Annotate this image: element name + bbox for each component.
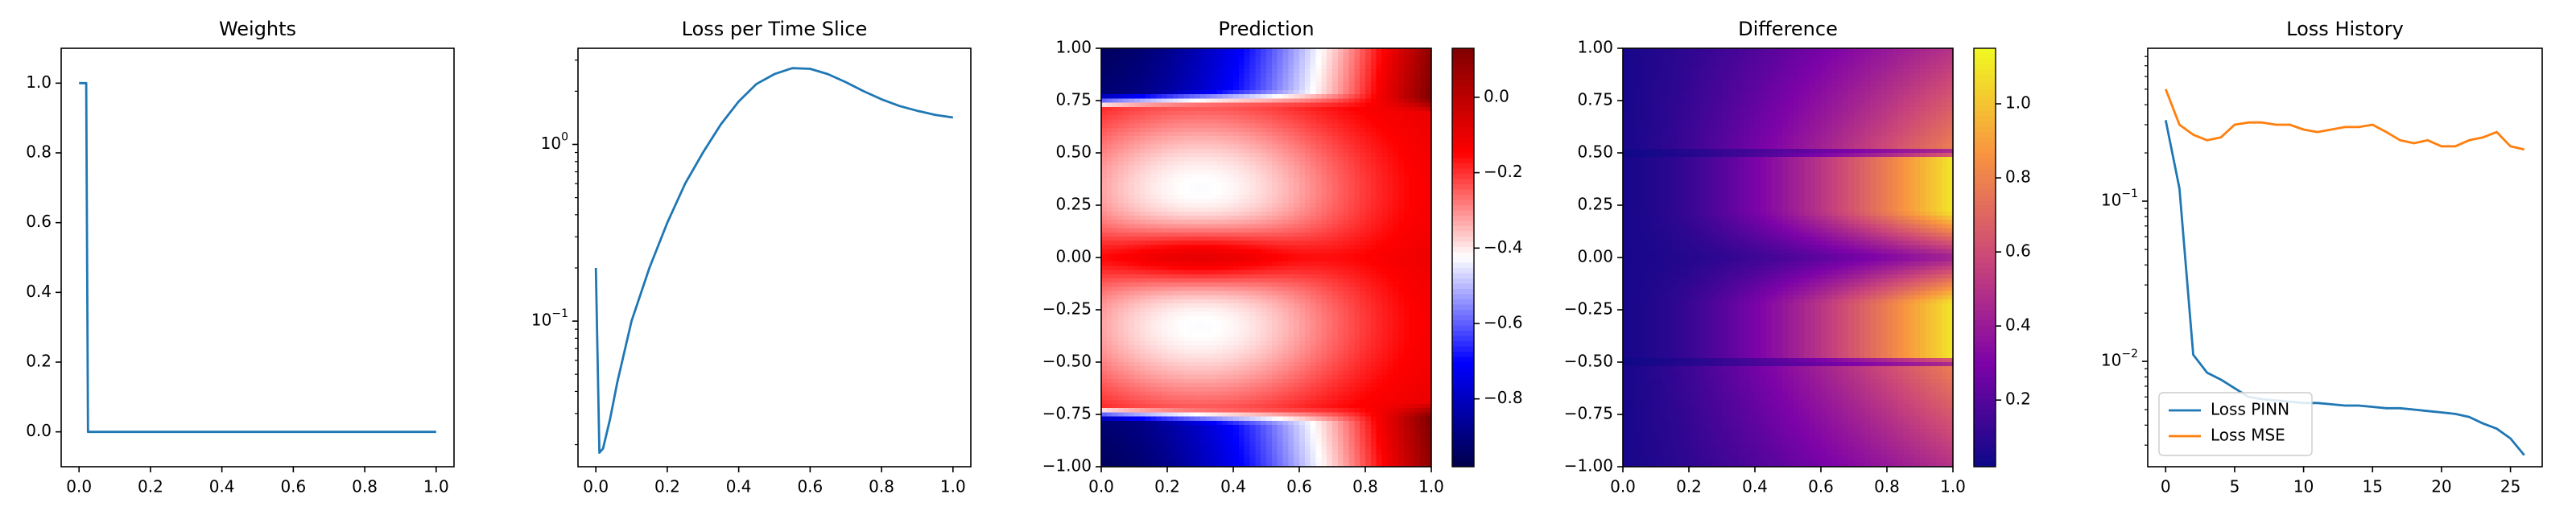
series-line-loss-mse xyxy=(2164,89,2525,151)
y-tick-label: −0.50 xyxy=(1042,352,1092,371)
x-tick-label: 0.2 xyxy=(1154,477,1180,496)
colorbar-frame xyxy=(1973,47,1996,468)
chart-loss-history: Loss PINN Loss MSE 0 5 10 15 20 25 10−2 10−1 Loss … xyxy=(2101,18,2543,496)
chart-title: Loss History xyxy=(2286,18,2404,40)
chart-title: Loss per Time Slice xyxy=(682,18,868,40)
y-tick-label: 0.6 xyxy=(26,212,52,231)
y-tick-label: 100 xyxy=(541,130,568,153)
x-tick-label: 10 xyxy=(2293,477,2314,496)
x-tick-label: 0.4 xyxy=(726,477,752,496)
x-tick-label: 0.4 xyxy=(1742,477,1768,496)
colorbar-tick-label: 0.4 xyxy=(2005,315,2031,335)
y-tick-label: 0.50 xyxy=(1577,142,1613,162)
heatmap-cells xyxy=(1623,48,1954,468)
chart-title: Prediction xyxy=(1218,18,1314,40)
colorbar-tick-label: 1.0 xyxy=(2005,93,2031,113)
series-line-loss xyxy=(594,67,954,454)
series-line-loss-pinn xyxy=(2164,120,2525,456)
axes-frame xyxy=(2147,47,2543,468)
colorbar-frame xyxy=(1451,47,1475,468)
x-tick-label: 0.0 xyxy=(1610,477,1636,496)
x-tick-label: 0.6 xyxy=(280,477,306,496)
axes-frame xyxy=(1622,47,1954,468)
y-tick-label: 0.00 xyxy=(1577,247,1613,266)
x-tick-label: 0.8 xyxy=(1352,477,1378,496)
heatmap-cells xyxy=(1101,48,1432,468)
x-tick-label: 0.2 xyxy=(138,477,163,496)
colorbar-tick-label: 0.2 xyxy=(2005,389,2031,409)
colorbar-tick-label: −0.6 xyxy=(1484,312,1523,332)
y-tick-label: 10−1 xyxy=(531,307,568,330)
y-tick-label: −0.25 xyxy=(1042,299,1092,319)
chart-prediction: 0.0 −0.2 −0.4 −0.6 −0.8 0.0 0.2 0.4 0.6 0.8 1.0 −1.… xyxy=(1042,18,1523,496)
colorbar-tick-label: 0.6 xyxy=(2005,241,2031,261)
legend-box xyxy=(2158,392,2313,456)
axes-frame xyxy=(60,47,455,468)
y-tick-label: 0.2 xyxy=(26,352,52,371)
colorbar-tick-label: −0.8 xyxy=(1484,388,1523,407)
y-tick-label: 0.25 xyxy=(1577,195,1613,214)
y-tick-label: 0.8 xyxy=(26,142,52,162)
colorbar-tick-label: −0.4 xyxy=(1484,237,1523,257)
x-tick-label: 20 xyxy=(2431,477,2451,496)
chart-title: Weights xyxy=(219,18,296,40)
y-tick-label: 0.00 xyxy=(1055,247,1092,266)
y-tick-label: 1.00 xyxy=(1055,38,1092,57)
legend: Loss PINN Loss MSE xyxy=(2158,392,2313,456)
series-line-weights xyxy=(79,81,436,434)
x-tick-label: 0.0 xyxy=(1088,477,1114,496)
x-tick-label: 0.8 xyxy=(352,477,378,496)
x-tick-label: 0.8 xyxy=(869,477,894,496)
y-tick-label: 10−2 xyxy=(2101,348,2138,370)
x-tick-label: 0.6 xyxy=(1808,477,1834,496)
colorbar: 0.2 0.4 0.6 0.8 1.0 xyxy=(1973,47,2031,468)
x-tick-label: 1.0 xyxy=(1940,477,1966,496)
chart-loss-per-time-slice: 0.0 0.2 0.4 0.6 0.8 1.0 10−1 100 Loss per Time S… xyxy=(531,18,972,496)
chart-difference: 0.2 0.4 0.6 0.8 1.0 0.0 0.2 0.4 0.6 0.8 1.0 −1.00 −0… xyxy=(1564,18,2031,496)
chart-weights: 0.0 0.2 0.4 0.6 0.8 1.0 0.0 0.2 0.4 0.6 0.8 1.0 Weig… xyxy=(26,18,455,496)
y-tick-label: −1.00 xyxy=(1564,456,1613,476)
x-tick-label: 0.4 xyxy=(1220,477,1246,496)
x-tick-label: 1.0 xyxy=(1418,477,1444,496)
chart-title: Difference xyxy=(1738,18,1838,40)
y-tick-label: −0.25 xyxy=(1564,299,1613,319)
x-tick-label: 15 xyxy=(2363,477,2383,496)
y-tick-label: 1.00 xyxy=(1577,38,1613,57)
axes-frame xyxy=(577,47,972,468)
axes-frame xyxy=(1100,47,1432,468)
x-tick-label: 0.6 xyxy=(1286,477,1312,496)
x-tick-label: 0.4 xyxy=(209,477,235,496)
x-tick-label: 0.2 xyxy=(1676,477,1702,496)
colorbar-tick-label: 0.8 xyxy=(2005,167,2031,187)
y-tick-label: 10−1 xyxy=(2101,187,2138,209)
y-tick-label: 0.4 xyxy=(26,282,52,301)
y-tick-label: −0.75 xyxy=(1042,404,1092,423)
x-tick-label: 0 xyxy=(2161,477,2171,496)
y-tick-label: −0.50 xyxy=(1564,352,1613,371)
colorbar-tick-label: −0.2 xyxy=(1484,162,1523,181)
x-tick-label: 0.0 xyxy=(66,477,92,496)
x-tick-label: 0.6 xyxy=(797,477,823,496)
x-tick-label: 25 xyxy=(2500,477,2520,496)
y-tick-label: −1.00 xyxy=(1042,456,1092,476)
x-tick-label: 0.0 xyxy=(583,477,609,496)
legend-label: Loss MSE xyxy=(2211,426,2285,445)
x-tick-label: 1.0 xyxy=(940,477,966,496)
y-tick-label: −0.75 xyxy=(1564,404,1613,423)
x-tick-label: 0.8 xyxy=(1874,477,1900,496)
colorbar: 0.0 −0.2 −0.4 −0.6 −0.8 xyxy=(1451,47,1523,468)
y-tick-label: 0.25 xyxy=(1055,195,1092,214)
y-tick-label: 0.75 xyxy=(1055,90,1092,109)
colorbar-tick-label: 0.0 xyxy=(1484,86,1509,105)
legend-label: Loss PINN xyxy=(2211,400,2289,419)
y-tick-label: 0.50 xyxy=(1055,142,1092,162)
y-tick-label: 1.0 xyxy=(26,72,52,92)
x-tick-label: 5 xyxy=(2230,477,2240,496)
y-tick-label: 0.75 xyxy=(1577,90,1613,109)
x-tick-label: 0.2 xyxy=(654,477,680,496)
x-tick-label: 1.0 xyxy=(423,477,449,496)
y-tick-label: 0.0 xyxy=(26,421,52,440)
